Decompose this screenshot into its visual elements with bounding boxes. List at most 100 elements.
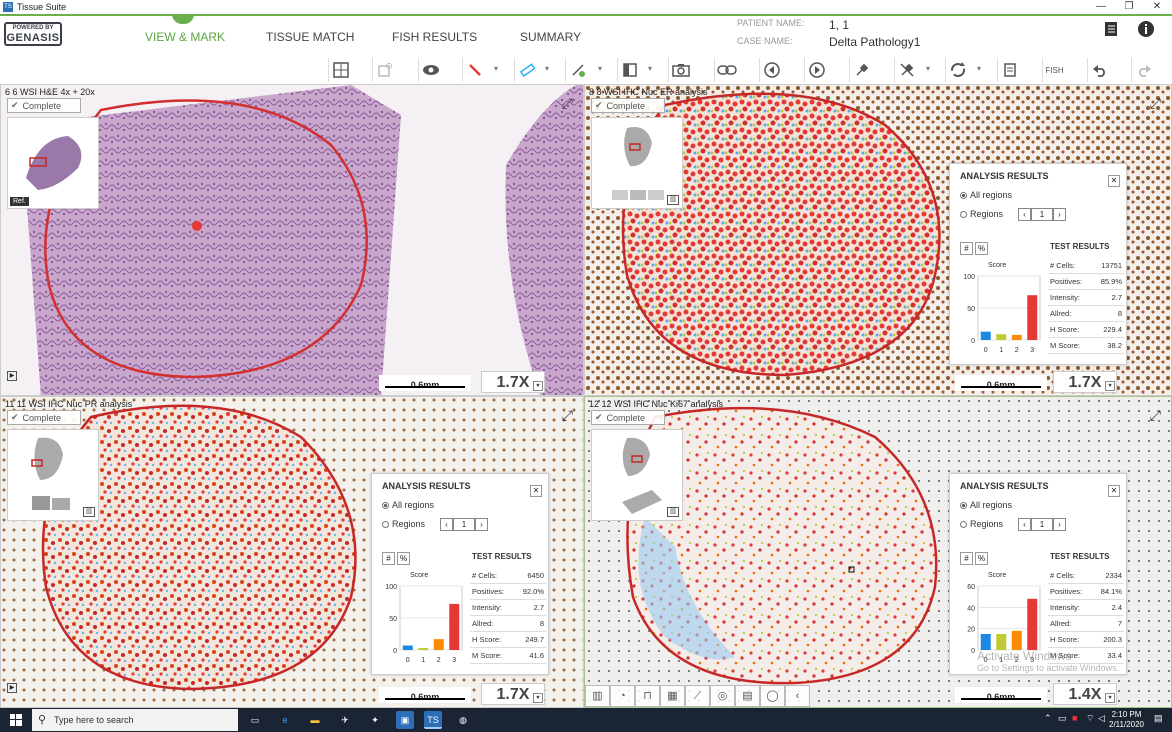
percent-mode-button[interactable]: %: [975, 242, 988, 255]
undo-icon[interactable]: [1087, 58, 1111, 82]
slide-thumbnail[interactable]: Ref.: [7, 117, 99, 209]
collapse-left-icon[interactable]: ‹: [785, 685, 810, 707]
taskbar-clock[interactable]: 2:10 PM 2/11/2020: [1109, 710, 1144, 730]
complete-button[interactable]: ✔ Complete: [591, 98, 665, 113]
chevron-left-icon[interactable]: ‹: [440, 518, 453, 531]
annotation-dropdown-icon[interactable]: ▾: [598, 64, 603, 73]
chevron-right-icon[interactable]: ›: [1053, 518, 1066, 531]
tab-summary[interactable]: SUMMARY: [520, 30, 582, 44]
chart-icon[interactable]: ▥: [667, 507, 679, 517]
count-mode-button[interactable]: #: [382, 552, 395, 565]
info-icon[interactable]: [1137, 20, 1155, 38]
notifications-icon[interactable]: ▤: [1154, 713, 1163, 723]
slide-thumbnail[interactable]: ▥: [7, 429, 99, 521]
eye-icon[interactable]: [418, 58, 442, 82]
percent-mode-button[interactable]: %: [975, 552, 988, 565]
layout-grid-icon[interactable]: [328, 58, 352, 82]
network-icon[interactable]: ▭: [1058, 713, 1067, 723]
tab-fish-results[interactable]: FISH RESULTS: [392, 30, 478, 44]
zoom-dropdown-icon[interactable]: ▾: [1105, 381, 1115, 391]
complete-button[interactable]: ✔ Complete: [591, 410, 665, 425]
pen-icon[interactable]: [462, 58, 486, 82]
panel-menu-icon[interactable]: ▶: [7, 371, 17, 381]
close-icon[interactable]: ✕: [530, 485, 542, 497]
tissue-suite-taskbar-icon[interactable]: TS: [424, 711, 442, 729]
expand-icon[interactable]: ⤢: [1149, 95, 1161, 111]
taskbar-search-input[interactable]: ⚲ Type here to search: [32, 709, 238, 731]
task-view-icon[interactable]: ▭: [250, 715, 260, 725]
zoom-level[interactable]: 1.4X ▾: [1053, 683, 1117, 705]
sync-icon[interactable]: [945, 58, 969, 82]
expand-icon[interactable]: ⤢: [1149, 407, 1161, 423]
brush-icon[interactable]: ⟋: [685, 685, 710, 707]
security-icon[interactable]: ■: [1072, 713, 1078, 723]
complete-button[interactable]: ✔ Complete: [7, 410, 81, 425]
ref-tag[interactable]: Ref.: [10, 197, 29, 206]
close-icon[interactable]: ✕: [1108, 485, 1120, 497]
chart-icon[interactable]: ▥: [667, 195, 679, 205]
stats-icon[interactable]: ▦: [660, 685, 685, 707]
pin-dropdown-icon[interactable]: ▾: [926, 64, 931, 73]
chevron-right-icon[interactable]: ›: [475, 518, 488, 531]
windows-start-icon[interactable]: [10, 714, 22, 726]
notes-icon[interactable]: ▤: [735, 685, 760, 707]
app-launcher-icon[interactable]: ✈: [341, 715, 349, 725]
tray-chevron-icon[interactable]: ⌃: [1044, 713, 1052, 723]
ruler-icon[interactable]: [514, 58, 538, 82]
lasso-icon[interactable]: ◯: [760, 685, 785, 707]
edge-icon[interactable]: e: [282, 715, 288, 725]
complete-button[interactable]: ✔ Complete: [7, 98, 81, 113]
pin-off-icon[interactable]: [894, 58, 918, 82]
expand-icon[interactable]: ⤢: [561, 407, 573, 423]
prev-icon[interactable]: [759, 58, 783, 82]
zoom-level[interactable]: 1.7X ▾: [481, 371, 545, 393]
count-mode-button[interactable]: #: [960, 552, 973, 565]
ruler-dropdown-icon[interactable]: ▾: [545, 64, 550, 73]
zoom-dropdown-icon[interactable]: ▾: [533, 381, 543, 391]
radio-regions[interactable]: Regions: [960, 519, 1003, 529]
close-icon[interactable]: ✕: [1108, 175, 1120, 187]
chart-icon[interactable]: ▥: [83, 507, 95, 517]
histogram-icon[interactable]: ▥: [585, 685, 610, 707]
viewer-panel-he[interactable]: 6 6 WSI H&E 4x + 20x ✔ Complete Ref. ⤢ ▶ …: [0, 84, 584, 396]
cells-icon[interactable]: ◎: [710, 685, 735, 707]
play-icon[interactable]: [804, 58, 828, 82]
chevron-left-icon[interactable]: ‹: [1018, 208, 1031, 221]
overlay-icon[interactable]: [372, 58, 396, 82]
slide-thumbnail[interactable]: ▥: [591, 429, 683, 521]
minimize-button[interactable]: —: [1096, 1, 1106, 12]
viewer-panel-ki67[interactable]: 12 12 WSI IHC Nuc Ki67 analysis ✔ Complet…: [584, 396, 1172, 708]
radio-regions[interactable]: Regions: [960, 209, 1003, 219]
sync-dropdown-icon[interactable]: ▾: [977, 64, 982, 73]
report-icon[interactable]: [997, 58, 1021, 82]
zoom-level[interactable]: 1.7X ▾: [481, 683, 545, 705]
lock-icon[interactable]: ⊓: [635, 685, 660, 707]
zoom-dropdown-icon[interactable]: ▾: [533, 693, 543, 703]
notebook-icon[interactable]: [1102, 20, 1120, 38]
annotation-icon[interactable]: [565, 58, 589, 82]
app-icon-2[interactable]: ✦: [371, 715, 379, 725]
pin-icon[interactable]: [849, 58, 873, 82]
camera-icon[interactable]: [668, 58, 692, 82]
zoom-dropdown-icon[interactable]: ▾: [1105, 693, 1115, 703]
zoom-level[interactable]: 1.7X ▾: [1053, 371, 1117, 393]
fish-icon[interactable]: FISH: [1042, 58, 1066, 82]
radio-all-regions[interactable]: All regions: [960, 500, 1012, 510]
chevron-right-icon[interactable]: ›: [1053, 208, 1066, 221]
slide-thumbnail[interactable]: ▥: [591, 117, 683, 209]
volume-icon[interactable]: ◁: [1098, 713, 1105, 723]
link-icon[interactable]: [714, 58, 738, 82]
count-mode-button[interactable]: #: [960, 242, 973, 255]
radio-all-regions[interactable]: All regions: [960, 190, 1012, 200]
tab-tissue-match[interactable]: TISSUE MATCH: [266, 30, 355, 44]
file-explorer-icon[interactable]: ▬: [310, 715, 320, 725]
app-icon-3[interactable]: ▣: [396, 711, 414, 729]
pen-dropdown-icon[interactable]: ▾: [494, 64, 499, 73]
radio-regions[interactable]: Regions: [382, 519, 425, 529]
panel-menu-icon[interactable]: ▶: [7, 683, 17, 693]
app-icon-5[interactable]: ◍: [459, 715, 467, 725]
viewer-panel-er[interactable]: 8 8 WSI IHC Nuc ER analysis ✔ Complete ▥ …: [584, 84, 1172, 396]
redo-icon[interactable]: [1131, 58, 1155, 82]
wifi-icon[interactable]: ⌔: [1086, 713, 1095, 723]
percent-mode-button[interactable]: %: [397, 552, 410, 565]
